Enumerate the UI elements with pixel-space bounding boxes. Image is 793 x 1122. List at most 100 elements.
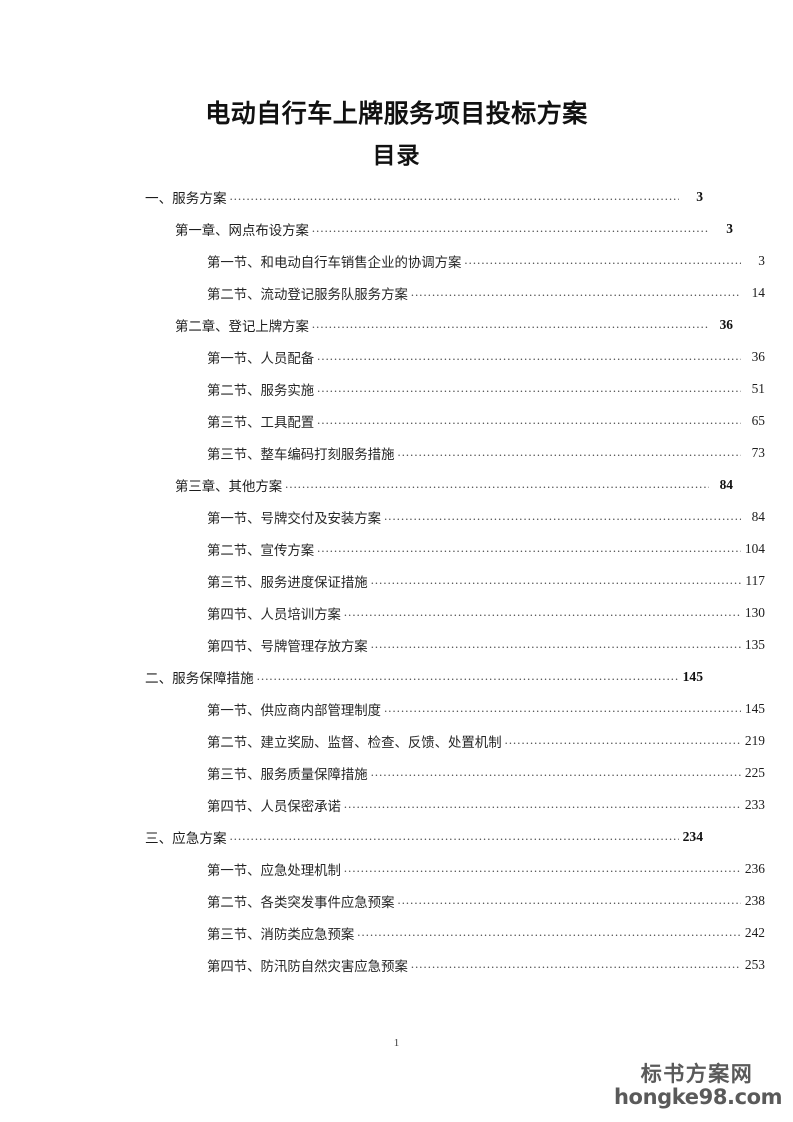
toc-leader-dots (230, 190, 679, 204)
toc-entry[interactable]: 第四节、防汛防自然灾害应急预案 253 (207, 949, 765, 981)
toc-leader-dots (344, 606, 741, 619)
toc-entry[interactable]: 第一节、人员配备 36 (207, 341, 765, 373)
toc-entry-label: 第一节、供应商内部管理制度 (207, 703, 382, 718)
toc-entry-page-number: 65 (751, 413, 765, 428)
toc-entry-page-number: 253 (744, 957, 765, 972)
toc-entry-page-number: 3 (758, 253, 765, 268)
toc-leader-dots (371, 638, 741, 651)
toc-entry-label: 第一节、人员配备 (207, 351, 315, 366)
toc-entry-page-number: 130 (744, 605, 765, 620)
toc-leader-dots (357, 926, 741, 939)
toc-entry-label: 第四节、防汛防自然灾害应急预案 (207, 959, 408, 974)
toc-entry[interactable]: 第二节、建立奖励、监督、检查、反馈、处置机制 219 (207, 725, 765, 757)
toc-entry-page-number: 242 (744, 925, 765, 940)
toc-entry-label: 第一节、应急处理机制 (207, 863, 341, 878)
toc-entry-page-number: 135 (744, 637, 765, 652)
toc-leader-dots (312, 222, 709, 235)
toc-leader-dots (317, 542, 741, 555)
toc-leader-dots (317, 414, 741, 427)
toc-leader-dots (344, 862, 741, 875)
toc-entry[interactable]: 第一节、号牌交付及安装方案 84 (207, 501, 765, 533)
toc-entry-label: 三、应急方案 (145, 831, 227, 846)
toc-entry-page-number: 145 (744, 701, 765, 716)
toc-entry-page-number: 3 (696, 189, 703, 204)
toc-entry-label: 第三章、其他方案 (175, 479, 283, 494)
toc-entry-label: 第一节、号牌交付及安装方案 (207, 511, 382, 526)
toc-entry-label: 第二节、各类突发事件应急预案 (207, 895, 395, 910)
toc-entry[interactable]: 第一节、供应商内部管理制度 145 (207, 693, 765, 725)
toc-leader-dots (230, 830, 679, 844)
toc-entry[interactable]: 第三节、消防类应急预案 242 (207, 917, 765, 949)
toc-entry[interactable]: 二、服务保障措施 145 (145, 661, 703, 693)
toc-entry[interactable]: 第一节、和电动自行车销售企业的协调方案 3 (207, 245, 765, 277)
toc-leader-dots (285, 478, 709, 491)
toc-entry[interactable]: 第三节、工具配置 65 (207, 405, 765, 437)
toc-entry[interactable]: 第二节、流动登记服务队服务方案 14 (207, 277, 765, 309)
toc-entry-label: 第三节、服务质量保障措施 (207, 767, 368, 782)
toc-entry-page-number: 84 (719, 477, 733, 492)
toc-leader-dots (317, 382, 741, 395)
toc-entry-page-number: 51 (751, 381, 765, 396)
toc-entry[interactable]: 第四节、人员保密承诺 233 (207, 789, 765, 821)
toc-entry-label: 第四节、人员保密承诺 (207, 799, 341, 814)
toc-leader-dots (411, 286, 741, 299)
toc-entry-page-number: 14 (751, 285, 765, 300)
toc-entry[interactable]: 第二节、宣传方案 104 (207, 533, 765, 565)
toc-entry-page-number: 104 (744, 541, 765, 556)
toc-leader-dots (384, 510, 741, 523)
toc-entry[interactable]: 第三节、整车编码打刻服务措施 73 (207, 437, 765, 469)
toc-entry[interactable]: 第三节、服务质量保障措施 225 (207, 757, 765, 789)
toc-leader-dots (344, 798, 741, 811)
toc-leader-dots (505, 734, 741, 747)
toc-entry-page-number: 233 (744, 797, 765, 812)
toc-leader-dots (371, 574, 741, 587)
toc-entry-page-number: 145 (682, 669, 703, 684)
toc-leader-dots (257, 670, 679, 684)
toc-entry-label: 第二节、宣传方案 (207, 543, 315, 558)
watermark-chinese-text: 标书方案网 (640, 1062, 754, 1086)
toc-entry-label: 一、服务方案 (145, 191, 227, 206)
toc-entry[interactable]: 一、服务方案 3 (145, 181, 703, 213)
toc-entry-page-number: 238 (744, 893, 765, 908)
toc-entry-page-number: 73 (751, 445, 765, 460)
toc-entry-page-number: 84 (751, 509, 765, 524)
toc-entry-label: 第四节、号牌管理存放方案 (207, 639, 368, 654)
table-of-contents: 一、服务方案 3 第一章、网点布设方案 3 第一节、和电动自行车销售企业的协调方案 3 第二… (145, 181, 765, 981)
toc-entry-label: 第二节、流动登记服务队服务方案 (207, 287, 408, 302)
toc-entry[interactable]: 第二节、服务实施 51 (207, 373, 765, 405)
toc-entry-page-number: 36 (719, 317, 733, 332)
toc-entry-label: 第二节、建立奖励、监督、检查、反馈、处置机制 (207, 735, 502, 750)
toc-entry[interactable]: 三、应急方案 234 (145, 821, 703, 853)
toc-entry-page-number: 234 (682, 829, 703, 844)
toc-entry[interactable]: 第二章、登记上牌方案 36 (175, 309, 733, 341)
toc-entry-label: 第一节、和电动自行车销售企业的协调方案 (207, 255, 462, 270)
toc-entry-page-number: 219 (744, 733, 765, 748)
toc-entry[interactable]: 第一章、网点布设方案 3 (175, 213, 733, 245)
toc-entry[interactable]: 第二节、各类突发事件应急预案 238 (207, 885, 765, 917)
toc-entry-label: 第二节、服务实施 (207, 383, 315, 398)
toc-entry[interactable]: 第四节、人员培训方案 130 (207, 597, 765, 629)
toc-entry-label: 二、服务保障措施 (145, 671, 254, 686)
toc-leader-dots (317, 350, 741, 363)
footer-page-number: 1 (393, 1037, 400, 1049)
document-title: 电动自行车上牌服务项目投标方案 (205, 101, 588, 128)
toc-entry-label: 第三节、整车编码打刻服务措施 (207, 447, 395, 462)
toc-entry[interactable]: 第四节、号牌管理存放方案 135 (207, 629, 765, 661)
toc-entry-label: 第三节、工具配置 (207, 415, 315, 430)
toc-leader-dots (384, 702, 741, 715)
toc-entry-page-number: 236 (744, 861, 765, 876)
toc-entry[interactable]: 第三章、其他方案 84 (175, 469, 733, 501)
table-of-contents-heading: 目录 (372, 143, 421, 168)
toc-entry-page-number: 36 (751, 349, 765, 364)
toc-entry-label: 第二章、登记上牌方案 (175, 319, 309, 334)
toc-leader-dots (371, 766, 741, 779)
toc-leader-dots (464, 254, 741, 267)
toc-entry-page-number: 117 (745, 573, 765, 588)
toc-entry[interactable]: 第三节、服务进度保证措施 117 (207, 565, 765, 597)
toc-leader-dots (397, 446, 741, 459)
toc-leader-dots (411, 958, 741, 971)
toc-entry-label: 第三节、消防类应急预案 (207, 927, 355, 942)
toc-entry[interactable]: 第一节、应急处理机制 236 (207, 853, 765, 885)
toc-entry-label: 第四节、人员培训方案 (207, 607, 341, 622)
